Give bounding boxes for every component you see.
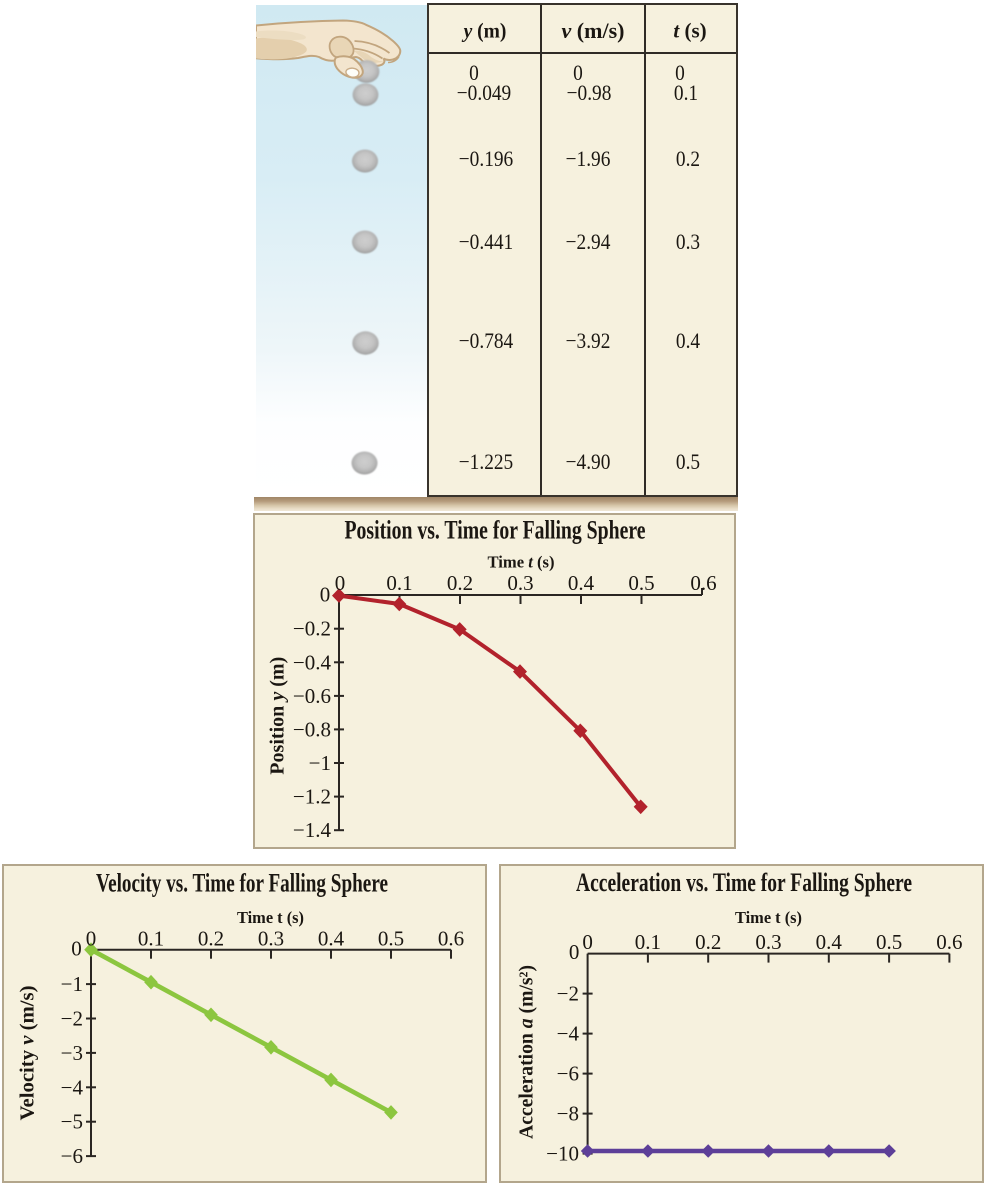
svg-text:0.4: 0.4 [816,930,843,954]
svg-text:0.5: 0.5 [876,930,902,954]
svg-text:−4: −4 [557,1022,580,1046]
svg-text:0: 0 [71,937,82,961]
svg-text:Position vs. Time for Falling: Position vs. Time for Falling Sphere [345,516,646,545]
svg-text:0: 0 [335,571,346,595]
svg-text:0: 0 [320,583,331,607]
svg-text:0.3: 0.3 [755,930,781,954]
svg-text:0.1: 0.1 [138,927,164,951]
svg-text:0.2: 0.2 [198,927,224,951]
svg-text:Time t (s): Time t (s) [237,908,304,927]
svg-text:−3: −3 [61,1041,83,1065]
svg-text:Acceleration vs. Time for Fall: Acceleration vs. Time for Falling Sphere [576,868,912,897]
svg-text:−0.8: −0.8 [293,717,331,741]
svg-text:0.6: 0.6 [690,571,716,595]
svg-text:Time t (s): Time t (s) [488,553,555,572]
svg-text:−5: −5 [61,1110,83,1134]
svg-text:−1.2: −1.2 [293,785,331,809]
svg-text:−0.6: −0.6 [293,684,331,708]
svg-text:0.5: 0.5 [628,571,654,595]
svg-text:−2: −2 [557,982,579,1006]
svg-text:0.5: 0.5 [378,927,404,951]
svg-text:−1.4: −1.4 [293,818,332,842]
svg-text:0.6: 0.6 [438,927,464,951]
svg-text:0: 0 [569,940,580,964]
svg-text:0.2: 0.2 [447,571,473,595]
svg-text:−6: −6 [557,1062,579,1086]
svg-text:−0.4: −0.4 [293,650,332,674]
svg-text:0.3: 0.3 [258,927,284,951]
svg-text:Velocity vs. Time for Falling: Velocity vs. Time for Falling Sphere [96,869,388,898]
svg-text:Time t (s): Time t (s) [735,908,802,927]
svg-text:0: 0 [582,930,593,954]
svg-text:Position y (m): Position y (m) [267,657,289,775]
svg-text:0: 0 [86,927,97,951]
svg-text:−1: −1 [309,751,331,775]
svg-text:0.4: 0.4 [318,927,345,951]
svg-text:−0.2: −0.2 [293,617,331,641]
svg-text:0.1: 0.1 [635,930,661,954]
svg-text:Acceleration a (m/s²): Acceleration a (m/s²) [516,965,538,1139]
svg-text:0.2: 0.2 [695,930,721,954]
svg-text:Velocity v (m/s): Velocity v (m/s) [17,986,39,1121]
svg-text:0.4: 0.4 [568,571,595,595]
svg-text:0.3: 0.3 [507,571,533,595]
svg-text:0.6: 0.6 [936,930,962,954]
svg-text:−4: −4 [61,1075,84,1099]
svg-text:−1: −1 [61,972,83,996]
svg-text:−6: −6 [61,1144,83,1168]
svg-text:−8: −8 [557,1102,579,1126]
svg-text:0.1: 0.1 [386,571,412,595]
svg-text:−2: −2 [61,1007,83,1031]
svg-text:−10: −10 [546,1142,579,1166]
